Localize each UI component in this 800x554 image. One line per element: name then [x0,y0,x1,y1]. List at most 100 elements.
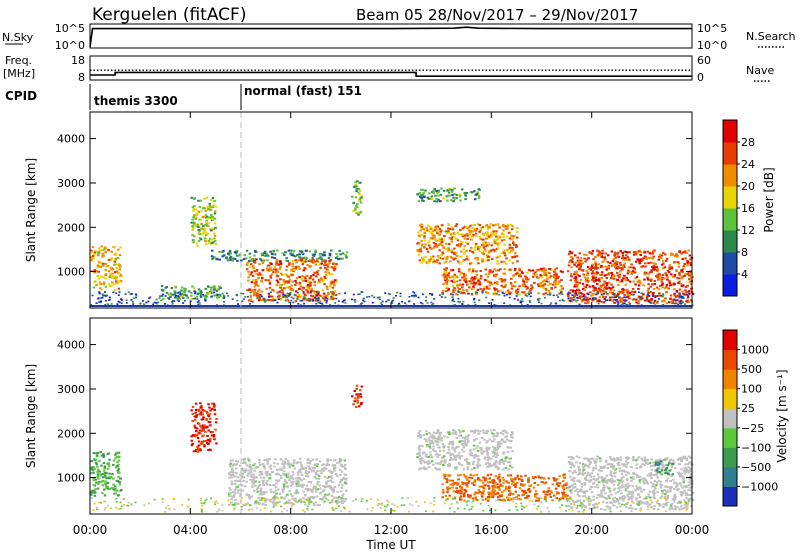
scatter-cell [678,271,681,274]
scatter-cell [113,263,116,266]
scatter-cell [465,444,468,447]
scatter-cell [96,452,100,455]
scatter-cell [318,299,322,302]
scatter-cell [429,435,432,438]
scatter-cell [94,461,98,464]
scatter-cell [483,457,487,460]
scatter-cell [114,492,118,495]
scatter-cell [436,259,439,262]
scatter-cell [571,289,575,292]
scatter-cell [323,254,326,257]
scatter-cell [327,257,331,259]
scatter-cell [266,460,269,463]
scatter-cell [482,429,485,432]
scatter-cell [300,465,304,468]
scatter-cell [476,191,479,194]
scatter-cell [248,256,252,259]
scatter-cell [678,273,681,276]
noise-cell [688,292,691,294]
scatter-cell [684,289,687,292]
scatter-cell [545,289,548,291]
scatter-cell [488,477,491,480]
scatter-cell [625,251,629,254]
scatter-cell [279,286,282,289]
scatter-cell [183,293,186,296]
noise-cell [100,297,103,299]
scatter-cell [228,472,231,475]
scatter-cell [248,252,252,255]
scatter-cell [453,281,456,283]
scatter-cell [316,481,320,484]
scatter-cell [102,262,105,265]
scatter-cell [93,271,97,274]
noise-cell [433,298,436,300]
scatter-cell [300,258,303,261]
scatter-cell [433,238,437,241]
scatter-cell [514,486,517,489]
scatter-cell [222,295,226,298]
scatter-cell [593,287,597,290]
scatter-cell [205,221,208,223]
scatter-cell [536,496,539,499]
scatter-cell [197,199,200,202]
scatter-cell [579,278,583,281]
scatter-cell [200,405,203,407]
scatter-cell [214,205,218,208]
scatter-cell [259,476,263,479]
scatter-cell [489,223,492,226]
scatter-cell [466,493,470,496]
noise-cell [654,296,657,299]
scatter-cell [91,246,95,249]
scatter-cell [310,260,313,263]
scatter-cell [504,488,508,490]
scatter-cell [478,188,481,191]
scatter-cell [554,272,557,275]
scatter-cell [604,258,607,261]
scatter-cell [506,289,510,292]
scatter-cell [301,263,304,266]
noise-cell [662,293,664,295]
scatter-cell [469,449,472,452]
scatter-cell [628,280,632,283]
scatter-cell [248,288,251,291]
scatter-cell [495,224,499,227]
scatter-cell [633,271,637,274]
scatter-cell [457,445,460,448]
scatter-cell [683,485,686,488]
scatter-cell [527,480,530,483]
scatter-cell [262,484,265,486]
scatter-cell [324,271,327,274]
scatter-cell [278,294,281,297]
noise-cell [529,301,532,303]
scatter-cell [207,222,210,225]
scatter-cell [544,496,547,498]
scatter-cell [98,459,101,462]
scatter-cell [416,193,419,196]
scatter-cell [95,463,98,466]
scatter-cell [510,287,514,290]
scatter-cell [432,261,435,264]
scatter-cell [114,485,117,488]
y-tick-label: 2000 [57,221,85,234]
scatter-cell [637,258,640,261]
scatter-cell [160,295,164,297]
scatter-cell [441,443,444,445]
scatter-cell [249,475,253,478]
scatter-cell [473,277,476,280]
noise-cell [163,303,166,305]
scatter-cell [656,302,659,305]
scatter-cell [110,268,114,271]
scatter-cell [260,472,263,475]
scatter-cell [640,295,644,298]
scatter-cell [511,248,515,251]
scatter-cell [206,438,210,441]
scatter-cell [286,493,289,496]
scatter-cell [685,251,688,254]
scatter-cell [583,285,586,288]
scatter-cell [276,462,279,465]
noise-cell [560,291,563,294]
noise-cell [467,292,470,295]
scatter-cell [96,465,99,468]
scatter-cell [327,485,331,488]
scatter-cell [218,258,222,261]
